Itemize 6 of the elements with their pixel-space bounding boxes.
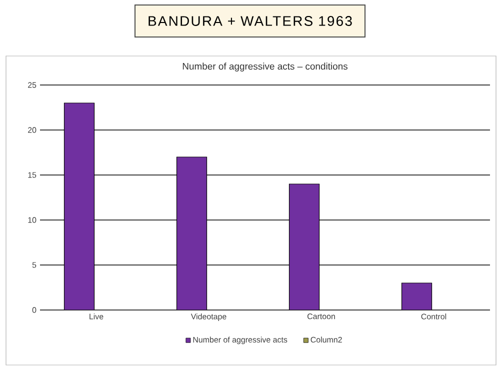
chart-title: BANDURA + WALTERS 1963 [148, 16, 352, 26]
bar [401, 282, 432, 310]
chart-subtitle: Number of aggressive acts – conditions [182, 62, 348, 72]
bar [176, 156, 208, 310]
bar [288, 184, 320, 310]
bar [64, 102, 95, 310]
